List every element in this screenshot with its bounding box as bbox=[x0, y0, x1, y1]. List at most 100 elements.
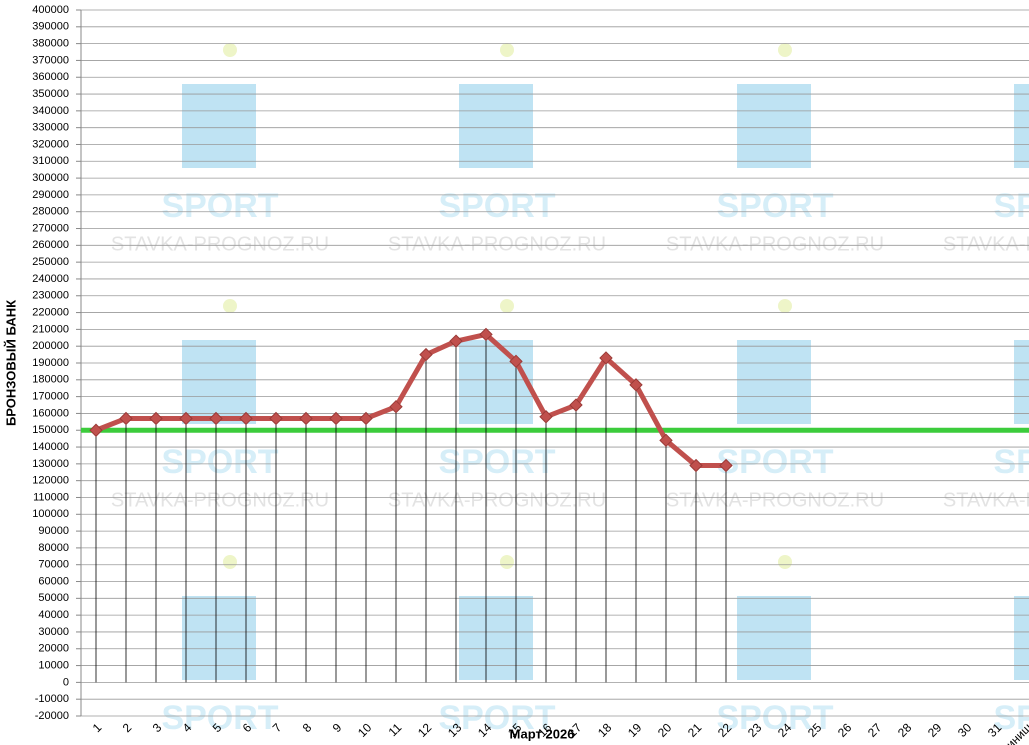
y-axis-label: БРОНЗОВЫЙ БАНК bbox=[3, 300, 18, 426]
watermark-figure bbox=[737, 596, 811, 680]
y-tick-label: 250000 bbox=[32, 256, 69, 268]
watermark-text: STAVKA-PROGNOZ.RU bbox=[111, 233, 329, 255]
point-marker bbox=[209, 411, 223, 426]
watermark-ball bbox=[778, 299, 792, 313]
x-tick-label: 9 bbox=[330, 720, 345, 735]
x-axis-label: Март 2026 bbox=[510, 726, 575, 741]
y-tick-label: 80000 bbox=[38, 542, 69, 554]
point-marker bbox=[269, 411, 283, 426]
watermark-text: SPORT bbox=[993, 699, 1029, 737]
watermark-text: SPORT bbox=[716, 443, 833, 481]
y-tick-label: 150000 bbox=[32, 424, 69, 436]
point-marker bbox=[299, 411, 313, 426]
y-tick-label: 70000 bbox=[38, 559, 69, 571]
y-tick-label: 40000 bbox=[38, 609, 69, 621]
watermark-figure bbox=[737, 84, 811, 168]
y-tick-label: 330000 bbox=[32, 122, 69, 134]
x-tick-label: 1 bbox=[90, 720, 105, 735]
watermark-text: SPORT bbox=[161, 699, 278, 737]
y-tick-label: 270000 bbox=[32, 222, 69, 234]
x-tick-label: 8 bbox=[300, 720, 315, 735]
point-marker bbox=[719, 458, 733, 473]
y-tick-label: 180000 bbox=[32, 374, 69, 386]
watermark-ball bbox=[778, 43, 792, 57]
watermark-ball bbox=[223, 299, 237, 313]
y-tick-label: 290000 bbox=[32, 189, 69, 201]
y-tick-label: 170000 bbox=[32, 391, 69, 403]
grid: -20000 -10000 0 10000 20000 30000 40000 50000 60… bbox=[32, 4, 1029, 745]
watermark-ball bbox=[223, 43, 237, 57]
point-marker bbox=[689, 458, 703, 473]
y-tick-label: 190000 bbox=[32, 357, 69, 369]
watermark-text: SPORT bbox=[993, 443, 1029, 481]
y-tick-label: 210000 bbox=[32, 323, 69, 335]
watermark-text: STAVKA-PROGNOZ.RU bbox=[111, 489, 329, 511]
watermark-figure bbox=[459, 340, 533, 424]
watermark-figure bbox=[182, 596, 256, 680]
y-tick-label: 260000 bbox=[32, 239, 69, 251]
point-marker bbox=[239, 411, 253, 426]
watermark-ball bbox=[778, 555, 792, 569]
y-tick-label: 100000 bbox=[32, 508, 69, 520]
y-tick-label: 280000 bbox=[32, 206, 69, 218]
y-tick-label: 130000 bbox=[32, 458, 69, 470]
x-tick-label: 28 bbox=[895, 720, 915, 740]
y-tick-label: 30000 bbox=[38, 626, 69, 638]
point-marker bbox=[359, 411, 373, 426]
y-tick-label: 50000 bbox=[38, 592, 69, 604]
x-tick-label: 30 bbox=[955, 720, 975, 740]
y-tick-label: -10000 bbox=[35, 693, 69, 705]
x-tick-label: 10 bbox=[355, 720, 375, 740]
watermark-ball bbox=[500, 555, 514, 569]
watermark-figure bbox=[459, 84, 533, 168]
point-marker bbox=[419, 347, 433, 362]
watermarks: SPORT STAVKA-PROGNOZ.RU SPORT STAVKA-PROGNO… bbox=[111, 43, 1029, 737]
watermark-figure bbox=[1014, 84, 1029, 168]
y-tick-label: 390000 bbox=[32, 21, 69, 33]
watermark-ball bbox=[223, 555, 237, 569]
point-marker bbox=[539, 410, 553, 424]
point-marker bbox=[389, 399, 403, 414]
y-tick-label: 240000 bbox=[32, 273, 69, 285]
watermark-ball bbox=[500, 43, 514, 57]
point-marker bbox=[89, 423, 103, 437]
watermark-figure bbox=[1014, 596, 1029, 680]
watermark-text: STAVKA-PROGNOZ.RU bbox=[388, 233, 606, 255]
watermark-text: SPORT bbox=[716, 187, 833, 225]
watermark-figure bbox=[737, 340, 811, 424]
point-marker bbox=[629, 378, 643, 392]
watermark-text: SPORT bbox=[161, 443, 278, 481]
watermark-text: SPORT bbox=[438, 443, 555, 481]
x-tick-label: 11 bbox=[386, 720, 405, 739]
x-tick-label: 29 bbox=[925, 720, 945, 740]
watermark-figure bbox=[182, 340, 256, 424]
y-tick-label: -20000 bbox=[35, 710, 69, 722]
watermark-text: STAVKA-PROGNOZ.RU bbox=[388, 489, 606, 511]
watermark-figure bbox=[1014, 340, 1029, 424]
y-tick-label: 90000 bbox=[38, 525, 69, 537]
point-marker bbox=[449, 334, 463, 348]
x-tick-label: 21 bbox=[685, 720, 705, 740]
x-tick-label: 2 bbox=[120, 720, 135, 735]
y-tick-label: 350000 bbox=[32, 88, 69, 100]
watermark-text: STAVKA-PROGNOZ.RU bbox=[666, 489, 884, 511]
y-tick-label: 160000 bbox=[32, 407, 69, 419]
watermark-text: SPORT bbox=[161, 187, 278, 225]
point-marker bbox=[119, 411, 133, 426]
y-tick-label: 220000 bbox=[32, 306, 69, 318]
watermark-figure bbox=[182, 84, 256, 168]
watermark-text: SPORT bbox=[438, 699, 555, 737]
y-tick-label: 120000 bbox=[32, 475, 69, 487]
y-tick-label: 0 bbox=[63, 676, 69, 688]
watermark-figure bbox=[459, 596, 533, 680]
y-tick-label: 300000 bbox=[32, 172, 69, 184]
x-tick-label: 12 bbox=[415, 720, 435, 740]
y-tick-label: 230000 bbox=[32, 290, 69, 302]
marks bbox=[81, 327, 1029, 683]
y-tick-label: 140000 bbox=[32, 441, 69, 453]
x-tick-label: 19 bbox=[625, 720, 645, 740]
watermark-text: STAVKA-PROGNOZ.RU bbox=[666, 233, 884, 255]
watermark-text: SPORT bbox=[993, 187, 1029, 225]
y-tick-label: 400000 bbox=[32, 4, 69, 16]
